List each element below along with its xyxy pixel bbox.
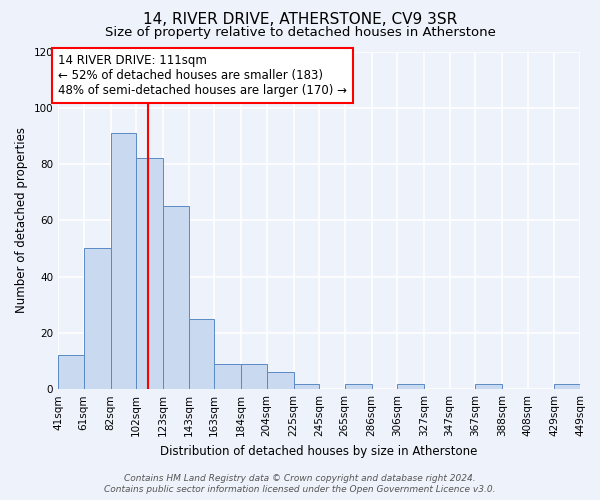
Bar xyxy=(163,206,188,389)
Text: Size of property relative to detached houses in Atherstone: Size of property relative to detached ho… xyxy=(104,26,496,39)
Bar xyxy=(293,384,319,389)
Text: 14 RIVER DRIVE: 111sqm
← 52% of detached houses are smaller (183)
48% of semi-de: 14 RIVER DRIVE: 111sqm ← 52% of detached… xyxy=(58,54,347,98)
Bar xyxy=(554,384,580,389)
Bar xyxy=(266,372,293,389)
Bar xyxy=(58,356,84,389)
Bar xyxy=(188,319,214,389)
Text: Contains HM Land Registry data © Crown copyright and database right 2024.
Contai: Contains HM Land Registry data © Crown c… xyxy=(104,474,496,494)
Y-axis label: Number of detached properties: Number of detached properties xyxy=(15,128,28,314)
Text: 14, RIVER DRIVE, ATHERSTONE, CV9 3SR: 14, RIVER DRIVE, ATHERSTONE, CV9 3SR xyxy=(143,12,457,28)
Bar xyxy=(110,133,136,389)
Bar xyxy=(84,248,110,389)
Bar xyxy=(136,158,163,389)
X-axis label: Distribution of detached houses by size in Atherstone: Distribution of detached houses by size … xyxy=(160,444,478,458)
Bar xyxy=(214,364,241,389)
Bar xyxy=(344,384,371,389)
Bar xyxy=(397,384,424,389)
Bar xyxy=(241,364,266,389)
Bar xyxy=(475,384,502,389)
